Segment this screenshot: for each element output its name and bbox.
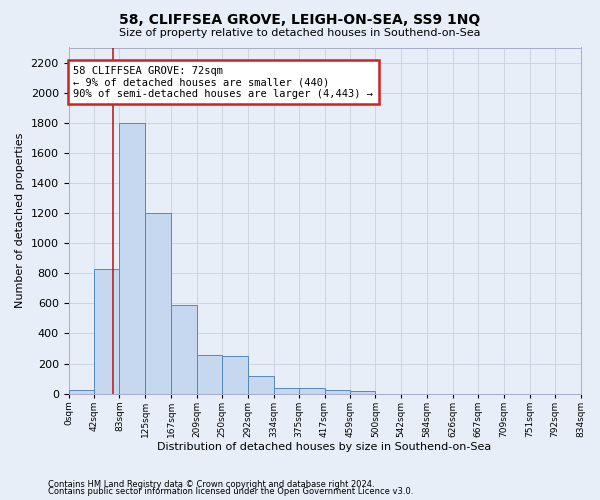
- Text: 58 CLIFFSEA GROVE: 72sqm
← 9% of detached houses are smaller (440)
90% of semi-d: 58 CLIFFSEA GROVE: 72sqm ← 9% of detache…: [73, 66, 373, 99]
- Text: Contains public sector information licensed under the Open Government Licence v3: Contains public sector information licen…: [48, 487, 413, 496]
- Bar: [222, 356, 248, 394]
- Bar: [325, 390, 350, 394]
- Text: 58, CLIFFSEA GROVE, LEIGH-ON-SEA, SS9 1NQ: 58, CLIFFSEA GROVE, LEIGH-ON-SEA, SS9 1N…: [119, 12, 481, 26]
- Bar: [197, 356, 222, 394]
- Bar: [299, 388, 325, 394]
- Text: Contains HM Land Registry data © Crown copyright and database right 2024.: Contains HM Land Registry data © Crown c…: [48, 480, 374, 489]
- Bar: [171, 305, 197, 394]
- Bar: [94, 268, 119, 394]
- Bar: [350, 392, 376, 394]
- Bar: [145, 213, 171, 394]
- Bar: [274, 388, 299, 394]
- X-axis label: Distribution of detached houses by size in Southend-on-Sea: Distribution of detached houses by size …: [157, 442, 491, 452]
- Bar: [248, 376, 274, 394]
- Text: Size of property relative to detached houses in Southend-on-Sea: Size of property relative to detached ho…: [119, 28, 481, 38]
- Y-axis label: Number of detached properties: Number of detached properties: [15, 133, 25, 308]
- Bar: [68, 390, 94, 394]
- Bar: [119, 122, 145, 394]
